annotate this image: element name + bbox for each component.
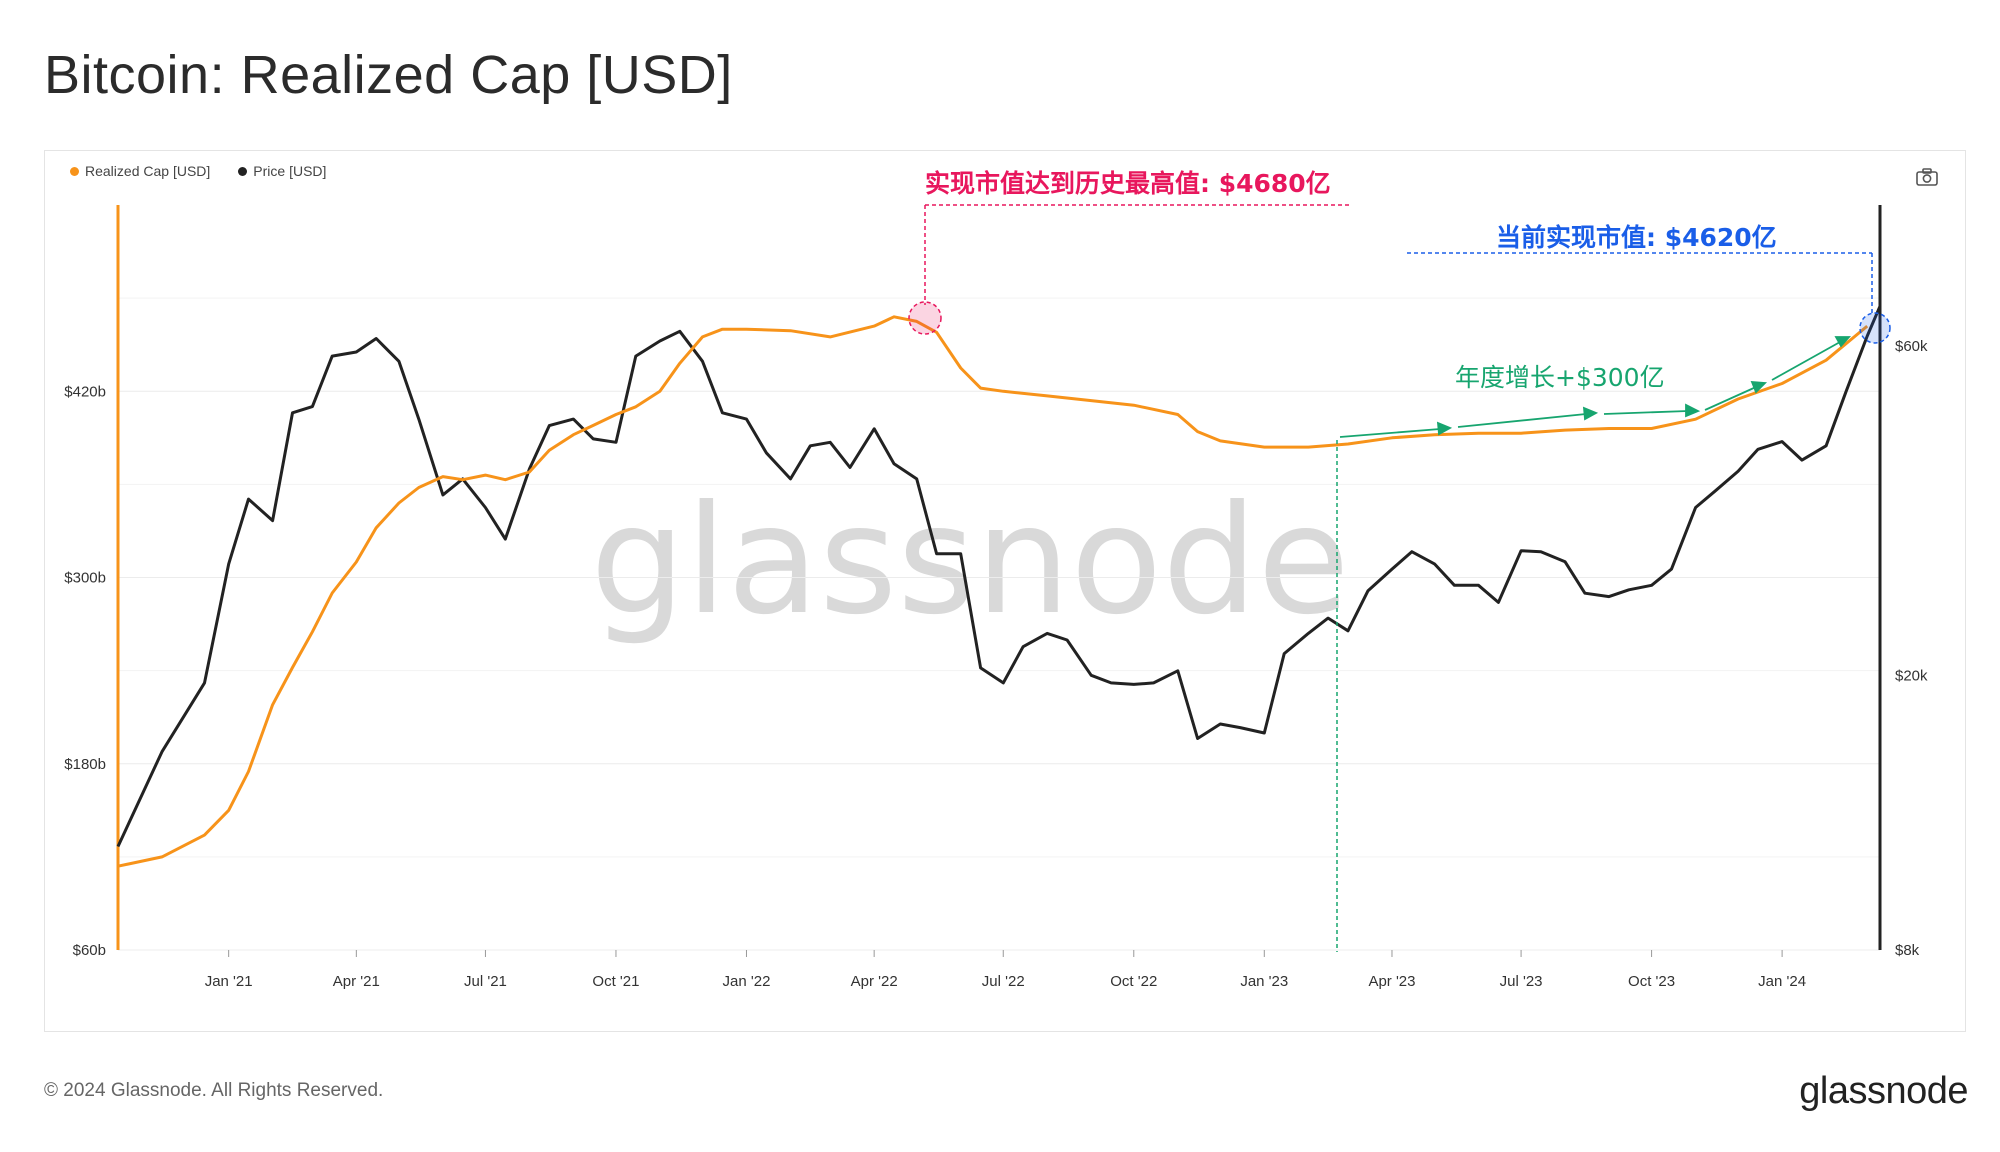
current-marker <box>1859 312 1891 344</box>
x-tick-label: Apr '23 <box>1368 973 1415 990</box>
x-tick-label: Jul '21 <box>464 973 507 990</box>
gridlines <box>118 297 1880 951</box>
legend-dot-realized-cap <box>70 166 79 176</box>
price-series-line <box>116 305 1882 848</box>
x-tick-label: Oct '21 <box>592 973 639 990</box>
y-right-tick-label: $20k <box>1895 667 1928 684</box>
y-left-tick-label: $420b <box>64 383 106 400</box>
y-right-tick-label: $8k <box>1895 942 1920 959</box>
x-tick-label: Oct '23 <box>1628 973 1675 990</box>
y-axis-right-labels: $8k $20k $60k <box>1895 338 1928 959</box>
x-tick-label: Jul '23 <box>1500 973 1543 990</box>
footer-copyright: © 2024 Glassnode. All Rights Reserved. <box>44 1080 384 1101</box>
y-left-tick-label: $180b <box>64 756 106 773</box>
x-tick-label: Jan '23 <box>1240 973 1288 990</box>
x-tick-label: Jul '22 <box>982 973 1025 990</box>
watermark: glassnode <box>590 474 1349 648</box>
realized-cap-series-line <box>117 315 1869 868</box>
chart-panel <box>44 150 1966 1032</box>
ath-marker <box>908 301 942 335</box>
x-tick-label: Oct '22 <box>1110 973 1157 990</box>
x-tick-label: Apr '22 <box>851 973 898 990</box>
ath-label: 实现市值达到历史最高值: $4680亿 <box>925 169 1331 198</box>
x-tick-label: Jan '22 <box>723 973 771 990</box>
y-axis-left-labels: $60b $180b $300b $420b <box>64 383 106 959</box>
legend: Realized Cap [USD] Price [USD] <box>70 163 326 179</box>
growth-arrows <box>1339 336 1852 438</box>
growth-label: 年度增长+$300亿 <box>1455 363 1665 392</box>
footer-logo[interactable]: glassnode <box>1799 1070 1968 1112</box>
y-left-tick-label: $60b <box>73 942 106 959</box>
x-tick-label: Jan '21 <box>205 973 253 990</box>
legend-dot-price <box>238 166 248 176</box>
legend-label-realized-cap: Realized Cap [USD] <box>85 163 211 179</box>
legend-label-price: Price [USD] <box>253 163 327 179</box>
camera-icon[interactable] <box>1916 168 1938 186</box>
x-axis-labels: Jan '21 Apr '21 Jul '21 Oct '21 Jan '22 Apr '… <box>205 950 1806 990</box>
legend-item-price[interactable]: Price [USD] <box>238 163 326 179</box>
annotations: 实现市值达到历史最高值: $4680亿 当前实现市值: $4620亿 年度增长+… <box>908 169 1891 952</box>
y-right-tick-label: $60k <box>1895 338 1928 355</box>
current-label: 当前实现市值: $4620亿 <box>1496 223 1777 252</box>
y-left-tick-label: $300b <box>64 570 106 587</box>
page-title: Bitcoin: Realized Cap [USD] <box>44 45 733 105</box>
x-tick-label: Apr '21 <box>333 973 380 990</box>
x-tick-label: Jan '24 <box>1758 973 1806 990</box>
legend-item-realized-cap[interactable]: Realized Cap [USD] <box>70 163 210 179</box>
